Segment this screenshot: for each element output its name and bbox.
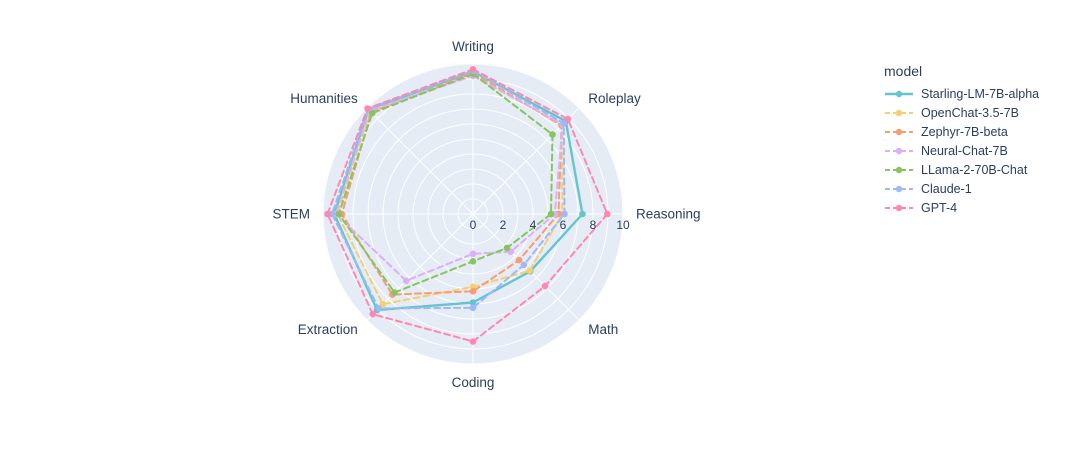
category-label-Roleplay: Roleplay <box>588 91 641 106</box>
legend-marker-dot <box>895 128 903 135</box>
legend-item-OpenChat-3.5-7B[interactable]: OpenChat-3.5-7B <box>884 103 1039 122</box>
data-point-GPT-4-Coding[interactable] <box>469 338 477 345</box>
legend-marker-GPT-4 <box>885 204 913 211</box>
data-point-GPT-4-Reasoning[interactable] <box>604 210 611 218</box>
category-label-Humanities: Humanities <box>290 91 358 106</box>
legend-marker-Claude-1 <box>885 185 913 192</box>
data-point-Starling-LM-7B-alpha-Reasoning[interactable] <box>579 210 586 218</box>
legend-item-LLama-2-70B-Chat[interactable]: LLama-2-70B-Chat <box>884 160 1039 179</box>
data-point-GPT-4-STEM[interactable] <box>324 210 331 218</box>
legend-label: GPT-4 <box>921 200 958 215</box>
legend-marker-Zephyr-7B-beta <box>885 128 913 135</box>
data-point-OpenChat-3.5-7B-Extraction[interactable] <box>379 300 387 308</box>
legend-item-GPT-4[interactable]: GPT-4 <box>884 198 1039 217</box>
legend-item-Starling-LM-7B-alpha[interactable]: Starling-LM-7B-alpha <box>884 84 1039 103</box>
category-label-STEM: STEM <box>272 207 310 222</box>
legend-item-Zephyr-7B-beta[interactable]: Zephyr-7B-beta <box>884 122 1039 141</box>
legend-label: Neural-Chat-7B <box>921 143 1008 158</box>
legend-marker-dot <box>895 90 903 97</box>
legend-item-Neural-Chat-7B[interactable]: Neural-Chat-7B <box>884 141 1039 160</box>
legend-marker-Starling-LM-7B-alpha <box>885 90 913 97</box>
legend-marker-dot <box>895 204 903 211</box>
legend-marker-OpenChat-3.5-7B <box>885 109 913 116</box>
legend-marker-dot <box>895 147 903 154</box>
legend: model Starling-LM-7B-alpha OpenChat-3.5-7… <box>884 63 1039 217</box>
legend-label: LLama-2-70B-Chat <box>921 162 1028 177</box>
angular-gridline <box>366 107 474 215</box>
legend-label: Claude-1 <box>921 181 972 196</box>
data-point-LLama-2-70B-Chat-Humanities[interactable] <box>368 109 376 117</box>
radial-tick-label: 0 <box>470 218 477 232</box>
data-point-Claude-1-Extraction[interactable] <box>375 305 382 312</box>
category-label-Writing: Writing <box>452 39 494 54</box>
legend-marker-LLama-2-70B-Chat <box>885 166 913 173</box>
legend-marker-Neural-Chat-7B <box>885 147 913 154</box>
radial-tick-label: 10 <box>616 218 630 232</box>
legend-title: model <box>884 63 923 79</box>
data-point-OpenChat-3.5-7B-Math[interactable] <box>526 267 533 275</box>
data-point-Claude-1-Math[interactable] <box>520 261 528 269</box>
legend-label: Starling-LM-7B-alpha <box>921 86 1040 101</box>
data-point-GPT-4-Humanities[interactable] <box>364 105 371 112</box>
data-point-LLama-2-70B-Chat-Roleplay[interactable] <box>549 131 556 138</box>
series-line-Neural-Chat-7B <box>334 75 564 282</box>
data-point-Claude-1-Reasoning[interactable] <box>561 210 568 218</box>
data-point-LLama-2-70B-Chat-Reasoning[interactable] <box>547 210 555 218</box>
data-point-LLama-2-70B-Chat-Coding[interactable] <box>469 258 477 265</box>
data-point-Neural-Chat-7B-Coding[interactable] <box>469 250 477 258</box>
legend-label: Zephyr-7B-beta <box>921 124 1008 139</box>
category-label-Extraction: Extraction <box>298 322 358 337</box>
legend-label: OpenChat-3.5-7B <box>921 105 1019 120</box>
category-label-Coding: Coding <box>452 375 495 390</box>
legend-item-Claude-1[interactable]: Claude-1 <box>884 179 1039 198</box>
data-point-GPT-4-Writing[interactable] <box>469 66 477 73</box>
data-point-GPT-4-Extraction[interactable] <box>369 310 377 318</box>
data-point-LLama-2-70B-Chat-STEM[interactable] <box>335 210 343 218</box>
radial-tick-label: 4 <box>530 218 537 232</box>
radial-tick-label: 8 <box>590 218 597 232</box>
data-point-LLama-2-70B-Chat-Extraction[interactable] <box>391 289 398 296</box>
data-point-LLama-2-70B-Chat-Math[interactable] <box>503 244 511 252</box>
legend-marker-dot <box>895 185 903 192</box>
data-point-Claude-1-Coding[interactable] <box>469 304 477 312</box>
data-point-GPT-4-Math[interactable] <box>541 282 549 290</box>
data-point-Zephyr-7B-beta-Math[interactable] <box>515 256 523 264</box>
series-line-Claude-1 <box>331 69 566 310</box>
data-point-Zephyr-7B-beta-Coding[interactable] <box>469 288 477 295</box>
data-point-Starling-LM-7B-alpha-Coding[interactable] <box>469 299 477 306</box>
data-point-Neural-Chat-7B-Extraction[interactable] <box>402 277 410 285</box>
category-label-Reasoning: Reasoning <box>636 207 701 222</box>
legend-items: Starling-LM-7B-alpha OpenChat-3.5-7B Zephy… <box>884 84 1039 217</box>
legend-marker-dot <box>895 109 903 116</box>
data-point-Claude-1-Roleplay[interactable] <box>560 120 567 127</box>
radial-tick-label: 2 <box>500 218 507 232</box>
radial-tick-label: 6 <box>560 218 567 232</box>
data-point-GPT-4-Roleplay[interactable] <box>564 115 572 123</box>
category-label-Math: Math <box>588 322 618 337</box>
legend-marker-dot <box>895 166 903 173</box>
